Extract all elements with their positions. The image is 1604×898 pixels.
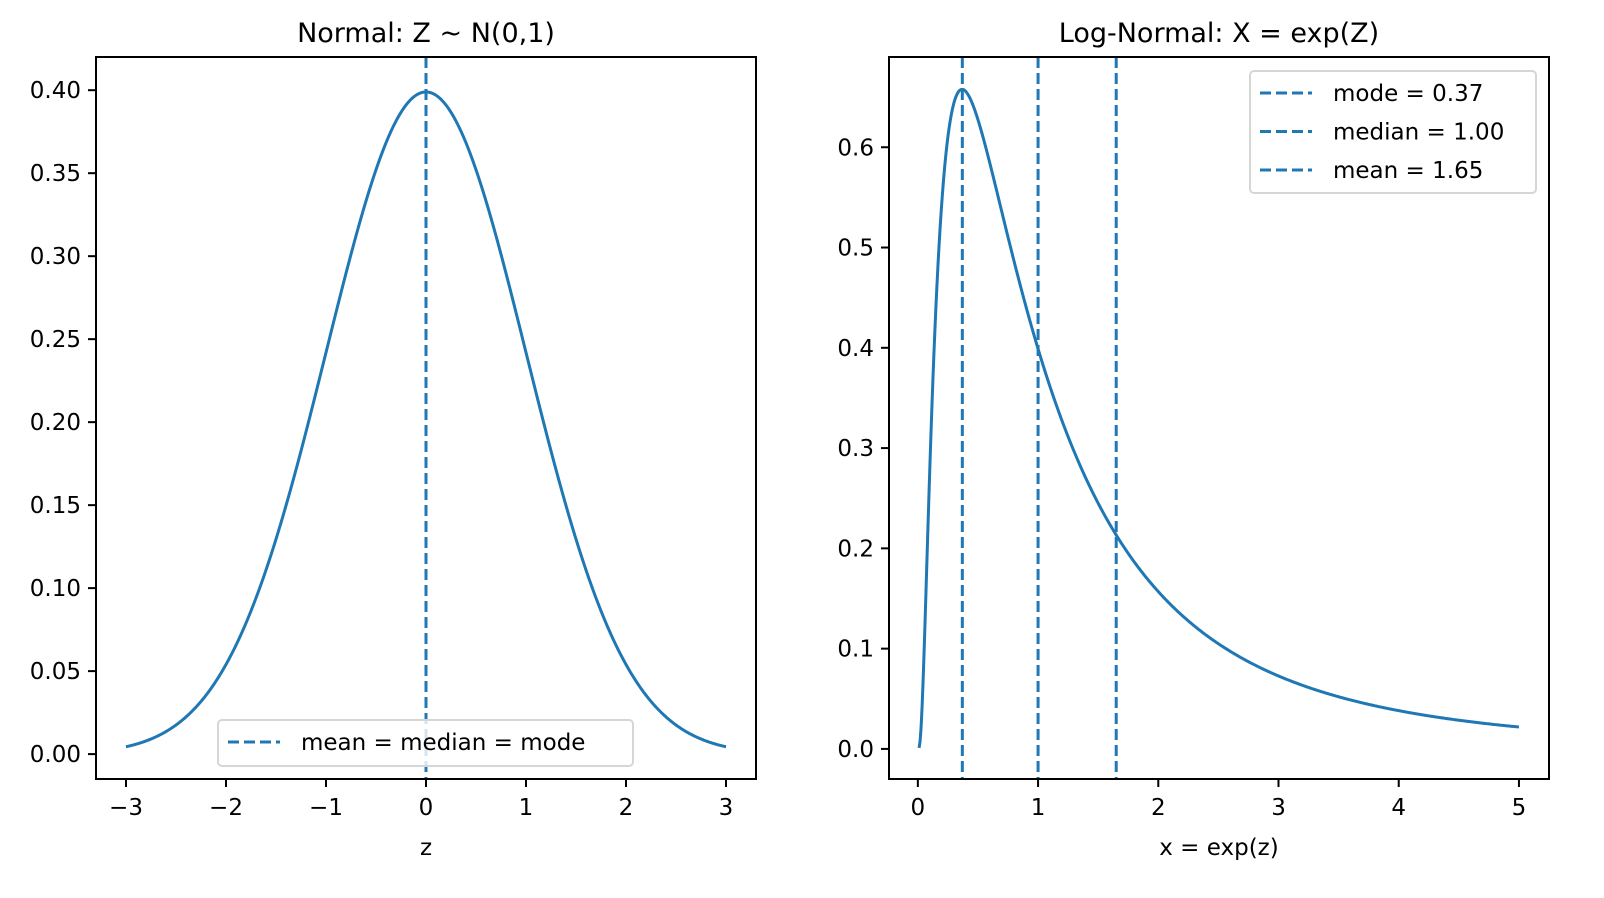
y-tick-label: 0.15 bbox=[30, 493, 81, 519]
y-tick-label: 0.5 bbox=[837, 236, 874, 262]
lognormal-panel: Log-Normal: X = exp(Z) x = exp(z) 0 1 2 3 4 5… bbox=[837, 18, 1550, 861]
x-tick-label: 3 bbox=[719, 795, 734, 821]
legend-entry: median = 1.00 bbox=[1333, 120, 1504, 146]
x-tick-label: 1 bbox=[519, 795, 534, 821]
y-tick-label: 0.10 bbox=[30, 576, 81, 602]
legend-entry: mean = 1.65 bbox=[1333, 158, 1483, 184]
x-axis-label: x = exp(z) bbox=[1159, 835, 1278, 861]
y-tick-label: 0.00 bbox=[30, 742, 81, 768]
chart-title: Normal: Z ~ N(0,1) bbox=[297, 18, 555, 49]
axes-frame bbox=[888, 56, 1550, 780]
x-axis-label: z bbox=[420, 835, 432, 861]
x-tick-label: −1 bbox=[309, 795, 343, 821]
y-tick-label: 0.0 bbox=[837, 737, 874, 763]
x-tick-label: 1 bbox=[1031, 795, 1046, 821]
x-tick-label: 0 bbox=[911, 795, 926, 821]
x-tick-label: 4 bbox=[1391, 795, 1406, 821]
y-tick-label: 0.6 bbox=[837, 135, 874, 161]
y-tick-label: 0.40 bbox=[30, 78, 81, 104]
legend-entry: mean = median = mode bbox=[301, 730, 585, 756]
y-tick-label: 0.30 bbox=[30, 244, 81, 270]
y-tick-label: 0.2 bbox=[837, 536, 874, 562]
y-tick-label: 0.4 bbox=[837, 336, 874, 362]
normal-panel: Normal: Z ~ N(0,1) z −3 −2 −1 0 1 2 3 0.00 0.05 0… bbox=[30, 18, 757, 861]
y-tick-label: 0.20 bbox=[30, 410, 81, 436]
legend: mean = median = mode bbox=[217, 719, 634, 767]
x-tick-label: 3 bbox=[1271, 795, 1286, 821]
x-tick-label: 0 bbox=[419, 795, 434, 821]
y-tick-label: 0.05 bbox=[30, 659, 81, 685]
legend: mode = 0.37 median = 1.00 mean = 1.65 bbox=[1249, 70, 1537, 194]
x-tick-label: 5 bbox=[1512, 795, 1527, 821]
y-tick-label: 0.25 bbox=[30, 327, 81, 353]
legend-entry: mode = 0.37 bbox=[1333, 81, 1483, 107]
chart-title: Log-Normal: X = exp(Z) bbox=[1059, 18, 1379, 49]
y-tick-label: 0.3 bbox=[837, 436, 874, 462]
x-tick-label: −3 bbox=[109, 795, 143, 821]
x-tick-label: 2 bbox=[619, 795, 634, 821]
y-tick-label: 0.1 bbox=[837, 637, 874, 663]
y-tick-label: 0.35 bbox=[30, 161, 81, 187]
x-tick-label: −2 bbox=[209, 795, 243, 821]
pdf-curve bbox=[917, 87, 1520, 749]
x-tick-label: 2 bbox=[1151, 795, 1166, 821]
